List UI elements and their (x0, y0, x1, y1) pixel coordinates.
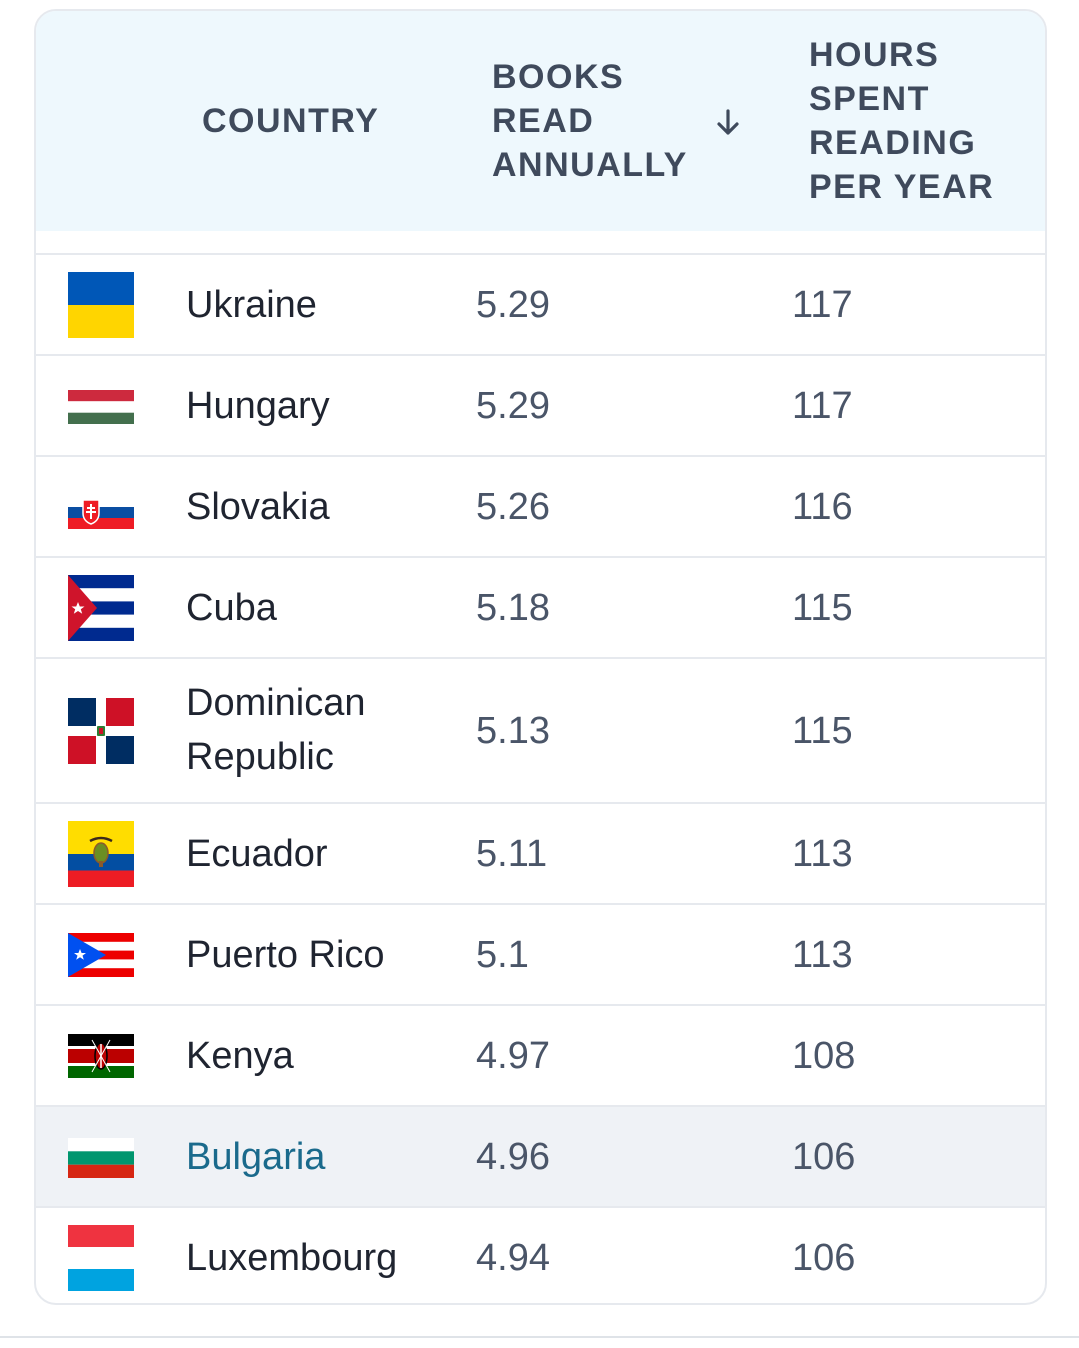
header-line: HOURS (809, 36, 940, 74)
table-row[interactable]: Ecuador 5.11 113 (36, 804, 1045, 905)
books-read-value: 5.29 (476, 284, 550, 326)
table-row[interactable]: Bulgaria 4.96 106 (36, 1107, 1045, 1208)
table-row[interactable]: Slovakia 5.26 116 (36, 457, 1045, 558)
books-read-value: 4.97 (476, 1035, 550, 1077)
hours-reading-value: 117 (792, 284, 853, 326)
ukraine-flag-icon (68, 272, 134, 338)
hours-reading-value: 115 (792, 710, 853, 752)
country-name: Slovakia (186, 486, 330, 528)
table-row[interactable]: Kenya 4.97 108 (36, 1006, 1045, 1107)
header-line: READING (809, 124, 977, 162)
country-name: Luxembourg (186, 1237, 398, 1279)
table-row[interactable]: Puerto Rico 5.1 113 (36, 905, 1045, 1006)
column-header-hours-spent-reading[interactable]: HOURS SPENT READING PER YEAR (809, 33, 1029, 209)
ecuador-flag-icon (68, 821, 134, 887)
hours-reading-value: 117 (792, 385, 853, 427)
hours-reading-value: 113 (792, 934, 853, 976)
books-read-value: 5.1 (476, 934, 529, 976)
data-table-card: COUNTRY BOOKS READ ANNUALLY HOURS SPENT … (34, 9, 1047, 1305)
page-divider (0, 1336, 1079, 1338)
country-name-link[interactable]: Bulgaria (186, 1136, 326, 1178)
header-line: ANNUALLY (492, 146, 688, 184)
books-read-value: 4.94 (476, 1237, 550, 1279)
bulgaria-flag-icon (68, 1138, 134, 1178)
table-row[interactable]: Hungary 5.29 117 (36, 356, 1045, 457)
puerto-rico-flag-icon (68, 933, 134, 977)
books-read-value: 5.11 (476, 833, 548, 875)
books-read-value: 5.26 (476, 486, 550, 528)
column-header-country[interactable]: COUNTRY (202, 102, 380, 140)
column-header-books-read-annually[interactable]: BOOKS READ ANNUALLY (492, 55, 702, 187)
country-name: Ukraine (186, 284, 317, 326)
table-spacer-row (36, 231, 1045, 255)
country-name: Kenya (186, 1035, 294, 1077)
hours-reading-value: 106 (792, 1237, 856, 1279)
kenya-flag-icon (68, 1034, 134, 1078)
table-row[interactable]: Luxembourg 4.94 106 (36, 1208, 1045, 1303)
hours-reading-value: 115 (792, 587, 853, 629)
hours-reading-value: 106 (792, 1136, 856, 1178)
cuba-flag-icon (68, 575, 134, 641)
country-name: Puerto Rico (186, 934, 385, 976)
slovakia-flag-icon (68, 496, 134, 529)
dominican-republic-flag-icon (68, 698, 134, 764)
books-read-value: 5.29 (476, 385, 550, 427)
country-name-line: Republic (186, 736, 334, 778)
hours-reading-value: 108 (792, 1035, 856, 1077)
table-header: COUNTRY BOOKS READ ANNUALLY HOURS SPENT … (36, 11, 1045, 231)
header-line: BOOKS (492, 58, 625, 96)
header-line: SPENT (809, 80, 930, 118)
books-read-value: 5.13 (476, 710, 550, 752)
table-body: Ukraine 5.29 117 Hungary 5.29 117 Slovak… (36, 255, 1045, 1303)
hungary-flag-icon (68, 390, 134, 424)
country-name: Ecuador (186, 833, 328, 875)
hours-reading-value: 113 (792, 833, 853, 875)
table-row[interactable]: Cuba 5.18 115 (36, 558, 1045, 659)
header-line: READ (492, 102, 595, 140)
books-read-value: 5.18 (476, 587, 550, 629)
country-name: Hungary (186, 385, 330, 427)
books-read-value: 4.96 (476, 1136, 550, 1178)
country-name: Cuba (186, 587, 277, 629)
country-name-line: Dominican (186, 682, 366, 724)
luxembourg-flag-icon (68, 1225, 134, 1291)
arrow-down-icon[interactable] (713, 107, 743, 139)
country-name: Dominican Republic (186, 676, 366, 784)
header-line: PER YEAR (809, 168, 995, 206)
hours-reading-value: 116 (792, 486, 853, 528)
table-row[interactable]: Ukraine 5.29 117 (36, 255, 1045, 356)
table-row[interactable]: Dominican Republic 5.13 115 (36, 659, 1045, 804)
